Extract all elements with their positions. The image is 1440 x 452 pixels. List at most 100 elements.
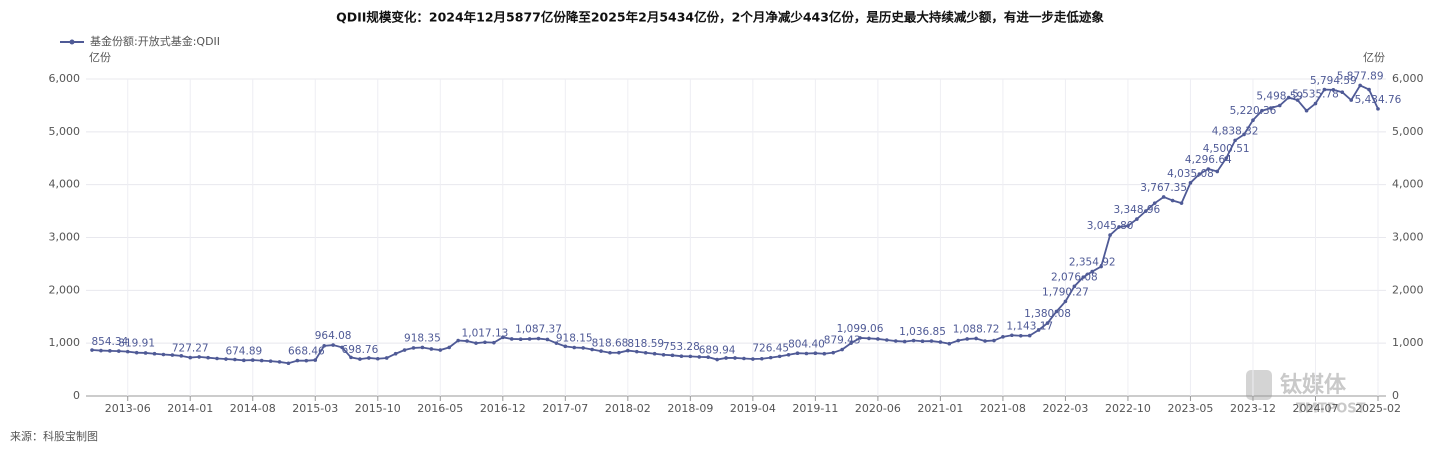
data-point bbox=[786, 352, 791, 357]
data-point bbox=[876, 337, 880, 341]
data-label: 3,767.35 bbox=[1140, 182, 1187, 194]
data-point bbox=[634, 349, 639, 354]
data-label: 918.15 bbox=[556, 332, 593, 344]
data-point bbox=[1054, 309, 1059, 314]
y2-axis-unit: 亿份 bbox=[1363, 51, 1385, 64]
data-point bbox=[509, 337, 514, 341]
data-label: 5,220.36 bbox=[1230, 105, 1277, 117]
y-tick-label: 3,000 bbox=[49, 231, 81, 244]
data-point bbox=[974, 336, 978, 341]
data-point bbox=[1322, 87, 1327, 92]
data-point bbox=[1376, 107, 1380, 111]
data-point bbox=[1045, 321, 1050, 325]
data-label: 674.89 bbox=[225, 345, 262, 357]
data-point bbox=[1269, 106, 1273, 110]
data-label: 5,434.76 bbox=[1355, 94, 1402, 106]
x-tick-label: 2018-02 bbox=[605, 402, 651, 415]
data-point bbox=[527, 337, 532, 341]
data-point bbox=[929, 339, 934, 343]
data-label: 753.28 bbox=[663, 341, 700, 353]
data-point bbox=[733, 356, 737, 360]
data-point bbox=[1036, 328, 1041, 332]
chart-title: QDII规模变化：2024年12月5877亿份降至2025年2月5434亿份，2… bbox=[336, 10, 1104, 25]
data-point bbox=[617, 350, 621, 355]
x-tick-label: 2015-03 bbox=[292, 402, 338, 415]
data-point bbox=[992, 338, 996, 343]
data-point bbox=[572, 345, 577, 350]
data-label: 3,045.80 bbox=[1087, 220, 1134, 232]
data-point bbox=[1108, 233, 1112, 237]
data-point bbox=[938, 340, 943, 344]
y-axis-unit: 亿份 bbox=[89, 51, 111, 64]
data-label: 3,348.96 bbox=[1113, 204, 1160, 216]
data-label: 5,498.59 bbox=[1256, 90, 1303, 102]
y-tick-label: 4,000 bbox=[49, 178, 81, 191]
data-point bbox=[1117, 225, 1121, 229]
data-point bbox=[1224, 156, 1228, 161]
data-label: 2,354.92 bbox=[1069, 257, 1116, 269]
data-point bbox=[1197, 172, 1202, 176]
data-label: 4,838.32 bbox=[1212, 125, 1259, 137]
data-label: 727.27 bbox=[172, 343, 209, 355]
data-point bbox=[643, 350, 648, 355]
data-point bbox=[286, 361, 291, 366]
x-tick-label: 2016-05 bbox=[417, 402, 463, 415]
x-tick-label: 2022-10 bbox=[1105, 402, 1151, 415]
source: 来源：科股宝制图 bbox=[10, 429, 98, 443]
data-point bbox=[1367, 87, 1371, 92]
y-tick-label: 0 bbox=[73, 389, 80, 402]
data-point bbox=[1251, 118, 1255, 122]
data-point bbox=[1260, 108, 1264, 113]
data-point bbox=[1126, 224, 1130, 228]
data-label: 2,076.08 bbox=[1051, 271, 1098, 283]
data-point bbox=[331, 343, 335, 347]
data-label: 5,877.89 bbox=[1337, 70, 1384, 82]
watermark: 钛媒体 bbox=[1280, 372, 1347, 398]
data-label: 879.43 bbox=[824, 335, 861, 347]
legend-label[interactable]: 基金份额:开放式基金:QDII bbox=[90, 34, 220, 48]
x-tick-label: 2014-01 bbox=[167, 402, 213, 415]
data-point bbox=[518, 337, 523, 342]
data-point bbox=[1152, 201, 1157, 205]
data-point bbox=[188, 355, 193, 360]
data-point bbox=[1277, 103, 1282, 108]
data-point bbox=[1313, 101, 1318, 106]
data-point bbox=[768, 355, 773, 360]
legend-marker bbox=[69, 39, 75, 45]
data-point bbox=[206, 355, 210, 360]
data-point bbox=[956, 338, 961, 343]
data-point bbox=[1027, 333, 1032, 338]
data-point bbox=[688, 354, 693, 359]
y2-tick-label: 6,000 bbox=[1392, 72, 1424, 85]
x-tick-label: 2014-08 bbox=[230, 402, 276, 415]
data-point bbox=[1286, 95, 1291, 100]
data-point bbox=[367, 356, 371, 360]
data-label: 964.08 bbox=[315, 330, 352, 342]
data-point bbox=[1295, 98, 1300, 102]
data-point bbox=[224, 357, 228, 361]
y2-tick-label: 5,000 bbox=[1392, 125, 1424, 138]
x-tick-label: 2020-06 bbox=[855, 402, 901, 415]
data-label: 1,087.37 bbox=[515, 324, 562, 336]
data-label: 818.59 bbox=[627, 338, 664, 350]
data-point bbox=[661, 352, 666, 357]
data-point bbox=[197, 355, 201, 359]
data-point bbox=[554, 341, 559, 345]
data-point bbox=[849, 341, 853, 345]
data-point bbox=[483, 340, 487, 345]
data-point bbox=[411, 346, 416, 350]
data-label: 5,535.78 bbox=[1292, 89, 1339, 101]
data-label: 689.94 bbox=[699, 345, 736, 357]
data-point bbox=[1188, 181, 1193, 185]
data-point bbox=[893, 339, 898, 343]
y2-tick-label: 0 bbox=[1392, 389, 1399, 402]
data-point bbox=[1018, 333, 1023, 338]
data-point bbox=[804, 351, 809, 356]
data-point bbox=[90, 348, 94, 352]
data-point bbox=[349, 355, 353, 360]
data-point bbox=[911, 338, 916, 343]
y2-tick-label: 3,000 bbox=[1392, 231, 1424, 244]
data-label: 1,099.06 bbox=[837, 323, 884, 335]
data-point bbox=[742, 356, 746, 361]
data-label: 854.34 bbox=[91, 336, 128, 348]
